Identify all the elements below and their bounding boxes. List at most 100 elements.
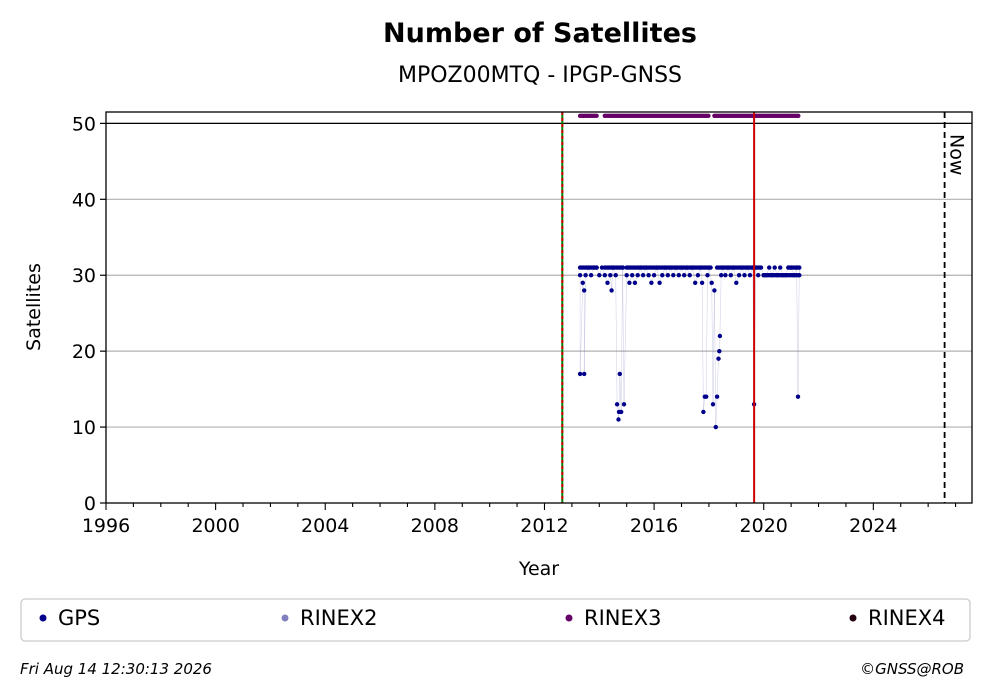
- x-tick-label: 2000: [191, 515, 239, 537]
- gps-point: [728, 273, 733, 278]
- gps-point: [731, 265, 736, 270]
- gps-point: [717, 349, 722, 354]
- gps-point: [610, 265, 616, 270]
- gps-point: [616, 417, 621, 422]
- legend-marker-rinex3: [565, 614, 573, 622]
- gps-point: [586, 265, 591, 270]
- gps-point: [646, 273, 651, 278]
- gps-point: [609, 288, 614, 293]
- x-axis-ticks: 1996 2000 2004 2008 2012 2016 2020 2024: [82, 503, 957, 537]
- gps-point: [602, 273, 607, 278]
- gps-point: [649, 280, 654, 285]
- y-axis-ticks: 0 10 20 30 40 50: [72, 113, 106, 515]
- y-tick-label: 10: [72, 417, 96, 439]
- gps-point: [684, 265, 690, 270]
- gps-point: [583, 273, 588, 278]
- legend-marker-gps: [39, 614, 47, 622]
- legend-label-rinex4: RINEX4: [868, 606, 946, 630]
- now-label: Now: [946, 134, 968, 175]
- gps-point: [673, 265, 679, 270]
- gps-point: [712, 288, 717, 293]
- x-axis-label: Year: [518, 558, 559, 580]
- gps-point: [783, 273, 788, 278]
- gps-point: [797, 273, 802, 278]
- gps-point: [693, 280, 698, 285]
- gps-point: [758, 265, 764, 270]
- gps-point: [635, 273, 640, 278]
- rinex3-point: [796, 113, 801, 119]
- gps-point: [745, 265, 750, 270]
- gps-point: [723, 273, 728, 278]
- reference-lines: [561, 112, 946, 503]
- gps-point: [577, 273, 583, 278]
- legend-item-gps: GPS: [39, 606, 100, 630]
- gps-point: [580, 280, 585, 285]
- data-points: [577, 113, 802, 430]
- gps-point: [699, 280, 705, 285]
- gps-point: [720, 265, 725, 270]
- gps-point: [632, 280, 638, 285]
- x-tick-label: 2024: [849, 515, 897, 537]
- gps-point: [638, 265, 643, 270]
- gps-point: [619, 409, 624, 415]
- gps-point: [767, 265, 772, 270]
- gps-point: [778, 265, 783, 270]
- gps-point: [651, 273, 657, 278]
- x-tick-label: 2016: [630, 515, 678, 537]
- y-axis-label: Satellites: [23, 263, 45, 351]
- x-tick-label: 2012: [520, 515, 568, 537]
- gps-point: [662, 265, 668, 270]
- footer-credit: ©GNSS@ROB: [860, 660, 964, 678]
- legend-item-rinex2: RINEX2: [281, 606, 378, 630]
- y-tick-label: 40: [72, 189, 96, 211]
- gps-point: [719, 273, 724, 278]
- gps-point: [725, 265, 731, 270]
- gps-point: [582, 288, 587, 293]
- y-tick-label: 0: [84, 493, 96, 515]
- gps-point: [671, 273, 676, 278]
- gps-point: [791, 273, 797, 278]
- gps-point: [713, 424, 718, 430]
- gps-point: [690, 265, 695, 270]
- footer-timestamp: Fri Aug 14 12:30:13 2026: [20, 660, 212, 678]
- legend-box: [20, 598, 971, 642]
- gps-point: [630, 273, 635, 278]
- y-tick-label: 50: [72, 113, 96, 135]
- gps-point: [624, 273, 629, 278]
- gps-point: [698, 265, 703, 270]
- gps-point: [605, 280, 610, 285]
- gps-point: [775, 273, 780, 278]
- x-tick-label: 2004: [301, 515, 349, 537]
- legend-label-rinex3: RINEX3: [584, 606, 662, 630]
- x-tick-label: 2020: [740, 515, 788, 537]
- gps-point: [706, 265, 712, 270]
- y-tick-label: 30: [72, 265, 96, 287]
- gps-point: [747, 273, 753, 278]
- gps-point: [705, 273, 710, 278]
- gps-point: [687, 273, 692, 278]
- gps-point: [621, 402, 627, 407]
- gps-point: [701, 409, 706, 415]
- x-tick-label: 1996: [82, 515, 130, 537]
- gps-point: [657, 280, 662, 285]
- gps-point: [665, 273, 670, 278]
- chart-subtitle: MPOZ00MTQ - IPGP-GNSS: [398, 63, 682, 88]
- gps-point: [617, 371, 622, 377]
- gps-point: [588, 273, 594, 278]
- rinex3-point: [706, 113, 711, 119]
- gps-trace: [579, 266, 800, 428]
- gps-point: [620, 265, 625, 270]
- gps-point: [742, 273, 747, 278]
- gps-point: [608, 273, 613, 278]
- gps-point: [614, 402, 620, 407]
- gps-point: [769, 273, 775, 278]
- gps-point: [717, 333, 723, 339]
- gridlines: [106, 122, 972, 428]
- gps-point: [597, 273, 602, 278]
- gps-point: [660, 273, 665, 278]
- plot-frame: [105, 111, 973, 504]
- gps-point: [797, 265, 802, 270]
- gps-point: [594, 265, 599, 270]
- gps-point: [772, 265, 777, 270]
